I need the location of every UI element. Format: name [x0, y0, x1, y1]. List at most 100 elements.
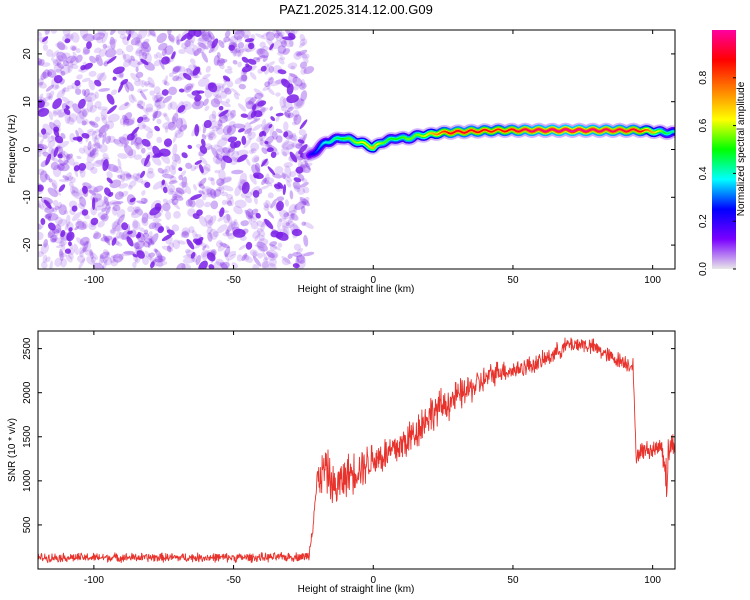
noise-blob	[152, 180, 164, 190]
noise-blob	[38, 146, 47, 154]
noise-blob	[292, 132, 297, 138]
noise-blob	[67, 60, 74, 74]
noise-blob	[103, 201, 111, 209]
noise-blob	[132, 173, 144, 183]
noise-blob	[247, 65, 257, 72]
noise-blob	[147, 31, 157, 38]
noise-blob	[293, 185, 301, 192]
snr-frame	[37, 330, 676, 570]
noise-blob	[137, 88, 143, 93]
noise-blob	[50, 234, 58, 243]
noise-blob	[180, 230, 189, 238]
noise-blob	[260, 221, 266, 232]
noise-blob	[61, 96, 70, 104]
noise-blob	[79, 30, 89, 39]
noise-blob	[78, 202, 85, 210]
noise-blob	[154, 99, 166, 109]
noise-blob	[64, 248, 71, 254]
noise-blob	[234, 185, 242, 197]
noise-blob	[233, 140, 241, 148]
noise-blob	[116, 209, 126, 219]
noise-blob	[153, 53, 158, 60]
noise-blob	[74, 167, 79, 178]
noise-blob	[79, 109, 87, 120]
noise-blob	[134, 206, 141, 213]
noise-blob	[172, 66, 180, 75]
noise-blob	[171, 224, 180, 232]
noise-blob	[297, 161, 303, 167]
noise-blob	[109, 256, 116, 264]
noise-blob	[293, 51, 303, 60]
noise-blob	[156, 136, 163, 144]
noise-blob	[283, 38, 294, 48]
noise-blob	[206, 252, 216, 262]
noise-blob	[137, 121, 146, 130]
noise-blob	[228, 38, 236, 47]
noise-blob	[164, 126, 169, 133]
noise-blob	[241, 135, 247, 145]
noise-blob	[218, 109, 229, 117]
noise-blob	[288, 73, 298, 84]
noise-blob	[81, 185, 88, 194]
noise-blob	[95, 134, 102, 140]
noise-blob	[299, 164, 311, 173]
noise-blob	[222, 147, 231, 154]
noise-blob	[221, 80, 227, 89]
noise-blob	[208, 113, 217, 122]
noise-blob	[241, 181, 250, 194]
noise-blob	[134, 247, 146, 258]
noise-blob	[91, 197, 96, 211]
noise-blob	[133, 242, 140, 249]
noise-blob	[45, 256, 51, 263]
noise-blob	[143, 229, 149, 235]
noise-blob	[274, 166, 284, 175]
noise-blob	[140, 42, 152, 53]
noise-blob	[196, 209, 203, 216]
noise-blob	[82, 46, 90, 55]
noise-blob	[83, 62, 93, 70]
noise-blob	[175, 187, 185, 195]
noise-blob	[38, 152, 42, 157]
noise-blob	[218, 39, 225, 49]
noise-blob	[224, 87, 232, 95]
noise-blob	[302, 186, 310, 194]
noise-blob	[222, 155, 233, 164]
noise-blob	[141, 105, 149, 116]
noise-blob	[174, 129, 184, 139]
noise-blob	[234, 199, 247, 209]
noise-blob	[219, 242, 230, 249]
noise-blob	[192, 195, 197, 201]
noise-blob	[269, 243, 282, 251]
noise-blob	[57, 41, 66, 51]
noise-blob	[152, 258, 164, 263]
noise-blob	[57, 146, 64, 154]
noise-blob	[105, 120, 115, 130]
noise-blob	[186, 68, 195, 77]
noise-blob	[202, 73, 211, 80]
noise-blob	[175, 76, 182, 82]
noise-blob	[162, 112, 168, 117]
noise-blob	[266, 147, 274, 153]
noise-blob	[110, 259, 119, 267]
noise-blob	[289, 154, 298, 162]
noise-blob	[137, 99, 144, 106]
noise-blob	[74, 88, 82, 95]
noise-blob	[153, 86, 161, 95]
noise-blob	[262, 84, 271, 92]
noise-blob	[140, 47, 150, 57]
noise-blob	[198, 190, 205, 195]
noise-blob	[208, 215, 217, 226]
noise-blob	[276, 31, 285, 42]
noise-blob	[81, 107, 88, 117]
noise-blob	[129, 197, 136, 203]
noise-blob	[218, 62, 225, 70]
noise-blob	[137, 60, 146, 65]
noise-blob	[208, 129, 216, 139]
noise-blob	[110, 236, 120, 243]
noise-blob	[250, 34, 256, 41]
noise-blob	[242, 254, 253, 263]
noise-blob	[94, 116, 101, 122]
noise-blob	[56, 151, 63, 157]
